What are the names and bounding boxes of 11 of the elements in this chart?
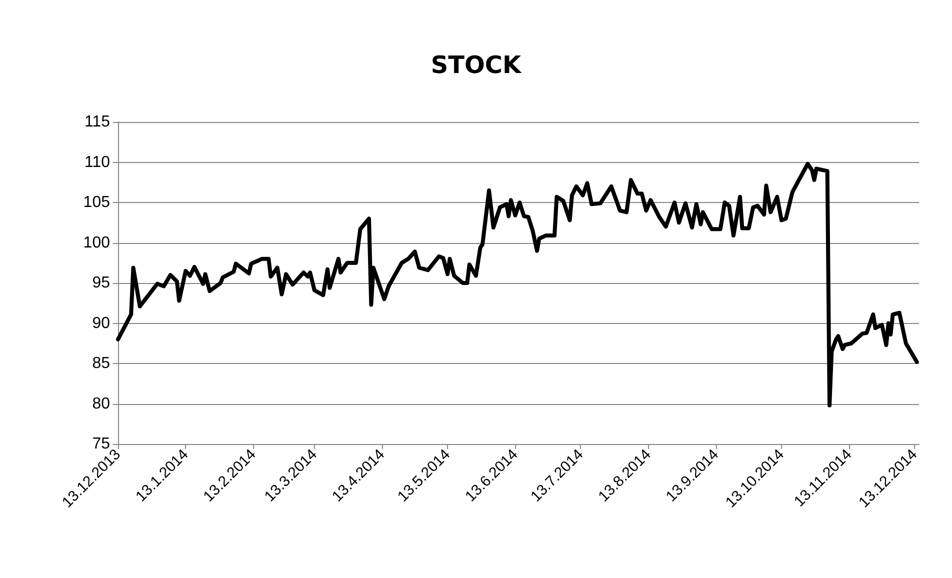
y-tick-label: 75 — [92, 436, 110, 452]
y-tick-label: 105 — [83, 194, 110, 211]
chart-title: STOCK — [430, 51, 523, 79]
y-tick-label: 85 — [92, 355, 110, 372]
y-tick-label: 95 — [92, 274, 110, 292]
line-series — [116, 162, 919, 408]
y-tick-label: 80 — [92, 395, 110, 412]
y-tick-label: 110 — [84, 154, 110, 171]
y-tick-label: 100 — [83, 234, 110, 252]
y-tick-label: 115 — [84, 114, 110, 130]
y-tick-label: 90 — [92, 314, 110, 332]
